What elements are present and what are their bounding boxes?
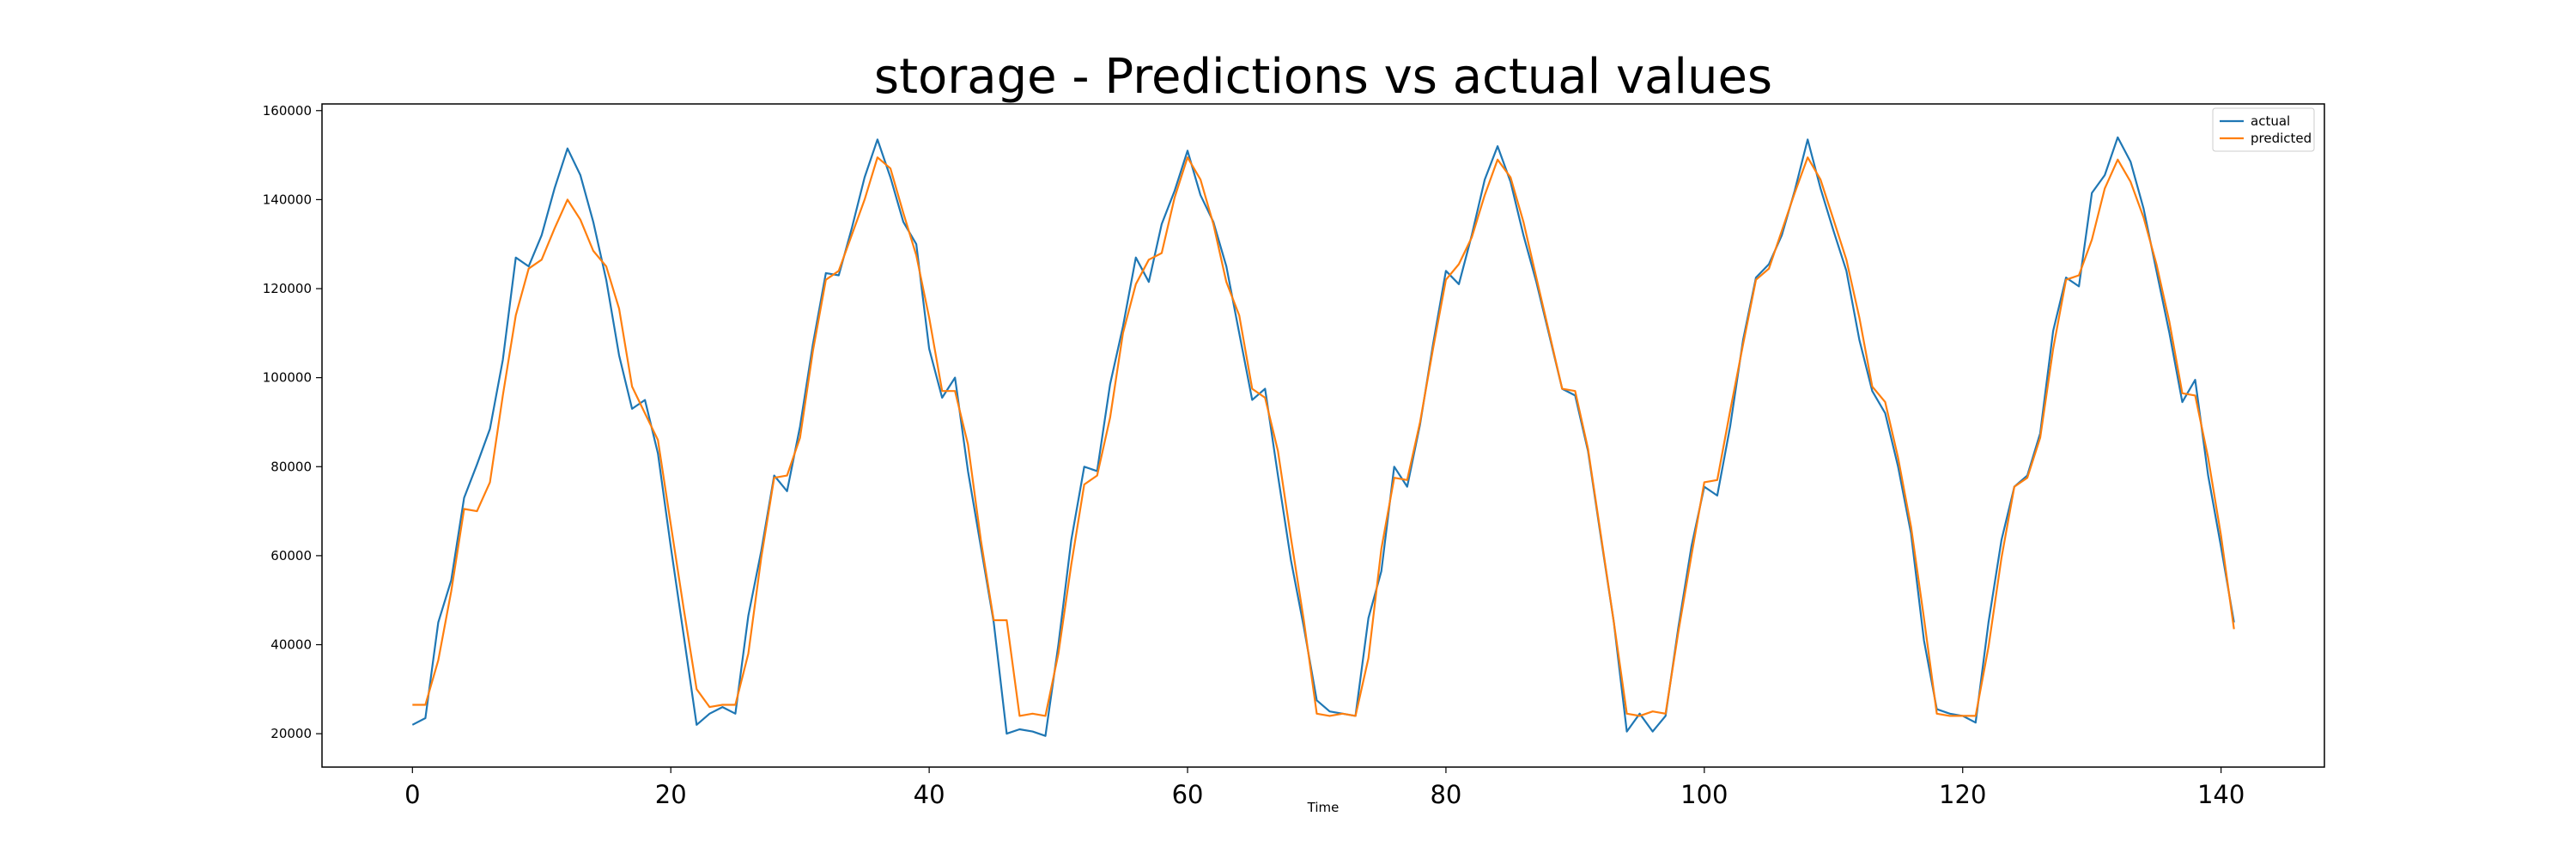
x-axis-label: Time — [1307, 800, 1340, 815]
legend: actual predicted — [2212, 107, 2315, 152]
series-line-predicted — [412, 156, 2235, 717]
plot-area — [321, 103, 2325, 768]
x-tick-label: 60 — [1172, 780, 1204, 809]
x-axis: 0 20 40 60 80 100 120 140 — [404, 767, 2245, 809]
x-tick-label: 0 — [404, 780, 420, 809]
y-tick-label: 40000 — [270, 637, 312, 653]
y-tick-label: 100000 — [263, 370, 312, 386]
legend-label-predicted: predicted — [2251, 131, 2312, 146]
y-tick-label: 80000 — [270, 459, 312, 474]
y-tick-label: 140000 — [263, 192, 312, 207]
y-tick-label: 160000 — [263, 103, 312, 119]
series-line-actual — [411, 136, 2235, 737]
x-tick-label: 80 — [1430, 780, 1461, 809]
y-tick-label: 120000 — [263, 281, 312, 296]
y-axis: 20000 40000 60000 80000 100000 120000 140000 16… — [263, 103, 322, 741]
x-tick-label: 20 — [655, 780, 687, 809]
chart-title: storage - Predictions vs actual values — [874, 49, 1772, 105]
legend-label-actual: actual — [2251, 113, 2290, 129]
legend-box — [2212, 107, 2315, 152]
y-tick-label: 20000 — [270, 726, 312, 741]
y-tick-label: 60000 — [270, 548, 312, 564]
x-tick-label: 120 — [1939, 780, 1986, 809]
x-tick-label: 40 — [914, 780, 945, 809]
x-tick-label: 100 — [1680, 780, 1728, 809]
series-layer — [411, 136, 2235, 737]
x-tick-label: 140 — [2197, 780, 2245, 809]
